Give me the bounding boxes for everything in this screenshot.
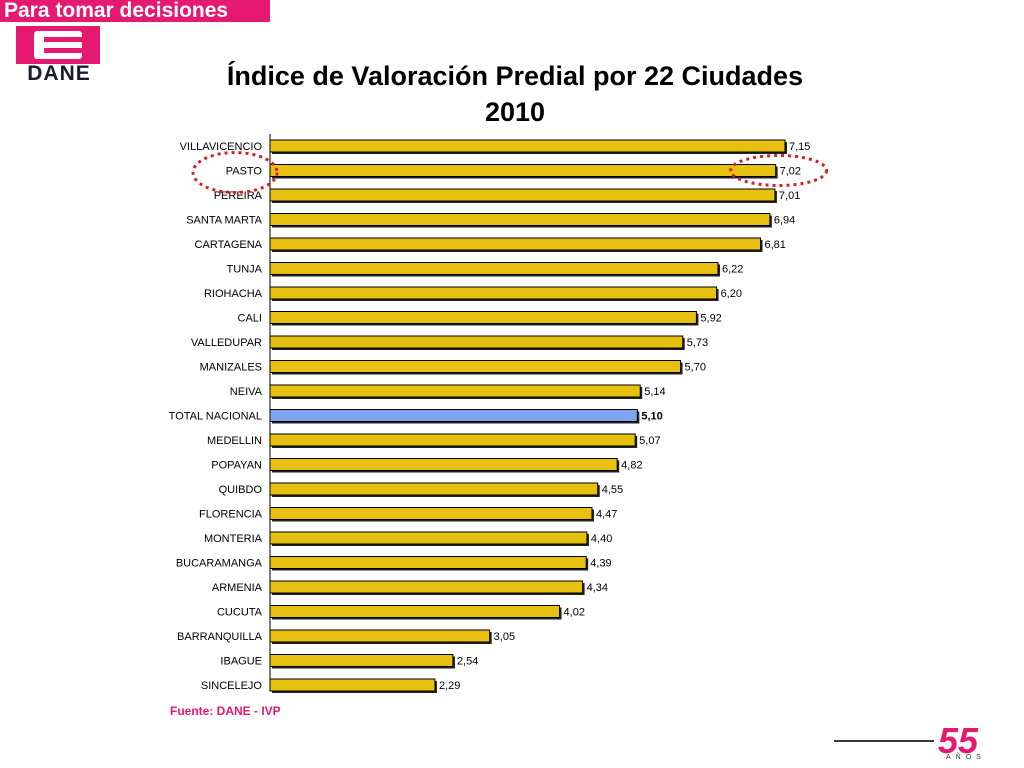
category-label: MONTERIA <box>204 533 263 545</box>
value-label: 5,07 <box>639 435 660 447</box>
value-label: 7,02 <box>780 166 801 178</box>
value-label: 4,34 <box>587 582 608 594</box>
category-label: TUNJA <box>227 264 263 276</box>
bar <box>269 360 682 373</box>
category-label: CALI <box>238 313 262 325</box>
top-banner: Para tomar decisiones <box>0 0 270 22</box>
chart-subtitle-text: 2010 <box>484 97 546 127</box>
dane-logo: DANE <box>16 26 102 85</box>
value-label: 4,39 <box>590 558 611 570</box>
bar-chart: VILLAVICENCIO 7,15 PASTO 7,02 PEREIRA 7,01 SAN… <box>169 134 829 693</box>
value-label: 5,70 <box>685 362 706 374</box>
anniversary-word: AÑOS <box>946 754 986 761</box>
value-label: 7,01 <box>779 190 800 202</box>
category-label: IBAGUE <box>220 656 262 668</box>
category-label: VILLAVICENCIO <box>180 141 263 153</box>
value-label: 7,15 <box>789 141 810 153</box>
bar <box>269 286 718 300</box>
category-label: BARRANQUILLA <box>177 631 263 643</box>
category-label: SANTA MARTA <box>186 215 262 227</box>
bar <box>269 384 641 398</box>
value-label: 5,14 <box>644 386 665 398</box>
value-label: 5,10 <box>641 411 662 423</box>
bar <box>269 531 588 545</box>
value-label: 5,73 <box>687 337 708 349</box>
value-label: 2,29 <box>439 680 460 692</box>
value-label: 3,05 <box>494 631 515 643</box>
value-label: 6,94 <box>774 215 795 227</box>
category-label: MANIZALES <box>200 362 262 374</box>
category-label: MEDELLIN <box>207 435 262 447</box>
value-label: 5,92 <box>700 313 721 325</box>
category-label: PASTO <box>226 166 263 178</box>
bar <box>269 458 618 471</box>
category-label: BUCARAMANGA <box>176 558 263 570</box>
bar <box>269 605 561 618</box>
bar <box>269 409 638 422</box>
bar <box>269 139 786 153</box>
value-label: 4,40 <box>591 533 612 545</box>
bar <box>269 311 697 324</box>
category-label: CARTAGENA <box>195 239 263 251</box>
category-label: TOTAL NACIONAL <box>169 411 262 423</box>
value-label: 4,47 <box>596 509 617 521</box>
banner-text: Para tomar decisiones <box>4 0 229 22</box>
bar <box>269 164 777 177</box>
category-label: CUCUTA <box>217 607 263 619</box>
value-label: 4,82 <box>621 460 642 472</box>
category-label: PEREIRA <box>214 190 263 202</box>
bar <box>269 580 584 594</box>
value-label: 2,54 <box>457 656 478 668</box>
bar <box>269 213 771 226</box>
bar <box>269 556 587 569</box>
bar <box>269 335 684 349</box>
category-label: ARMENIA <box>212 582 263 594</box>
bar <box>269 188 776 202</box>
bar <box>269 433 636 447</box>
value-label: 6,81 <box>765 239 786 251</box>
dane-logo-icon <box>16 26 100 64</box>
source-note: Fuente: DANE - IVP <box>170 704 281 718</box>
bar <box>269 507 593 520</box>
category-label: POPAYAN <box>211 460 262 472</box>
category-label: NEIVA <box>230 386 263 398</box>
chart-title-text: Índice de Valoración Predial por 22 Ciud… <box>226 61 804 91</box>
highlight-ellipse-category <box>191 151 279 194</box>
bar <box>269 678 436 692</box>
bar <box>269 262 719 275</box>
anniversary-logo: 55 AÑOS <box>834 720 1004 764</box>
value-label: 6,22 <box>722 264 743 276</box>
category-label: RIOHACHA <box>204 288 263 300</box>
highlight-ellipse-value <box>729 154 829 187</box>
dane-logo-text: DANE <box>27 62 91 85</box>
bar <box>269 629 491 643</box>
category-label: SINCELEJO <box>201 680 263 692</box>
category-label: QUIBDO <box>219 484 263 496</box>
category-label: VALLEDUPAR <box>191 337 262 349</box>
anniversary-number: 55 <box>938 720 979 761</box>
bar <box>269 654 454 667</box>
value-label: 4,55 <box>602 484 623 496</box>
bar <box>269 237 762 251</box>
chart-title: Índice de Valoración Predial por 22 Ciud… <box>190 58 840 130</box>
category-label: FLORENCIA <box>199 509 263 521</box>
value-label: 4,02 <box>564 607 585 619</box>
bar <box>269 482 599 496</box>
anniversary-line <box>834 740 934 742</box>
value-label: 6,20 <box>721 288 742 300</box>
